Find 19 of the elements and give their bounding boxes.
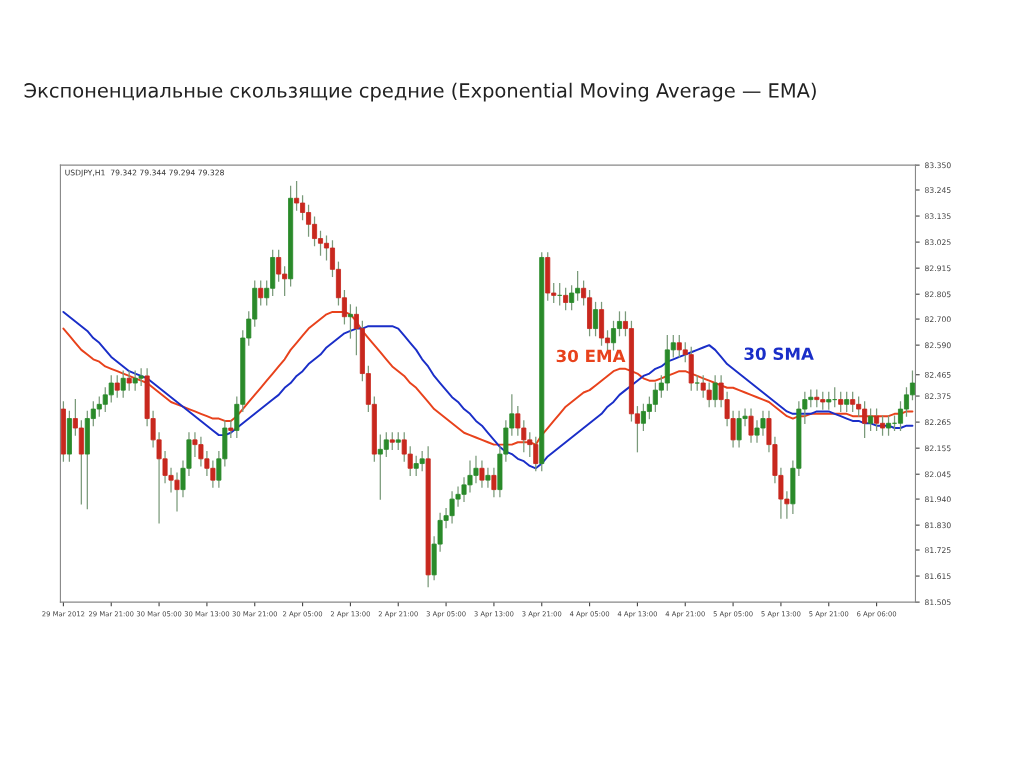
line-series [62,311,914,470]
candlestick [712,375,718,408]
candlestick [347,304,353,339]
chart-title: Экспоненциальные скользящие средние (Exponential Moving Average — EMA) [24,82,816,102]
candlestick [563,287,569,311]
candlestick [838,391,844,413]
candlestick [258,280,264,306]
series-label: 30 SMA [744,347,814,361]
candlestick [120,370,126,398]
candlestick [868,408,874,432]
candlestick [479,460,485,488]
candlestick [491,467,497,498]
candlestick [126,370,132,391]
candlestick [748,408,754,443]
candlestick [844,391,850,413]
series-label: 30 EMA [556,349,626,363]
candlestick [485,467,491,488]
candlestick [593,301,599,337]
candlestick [114,375,120,398]
